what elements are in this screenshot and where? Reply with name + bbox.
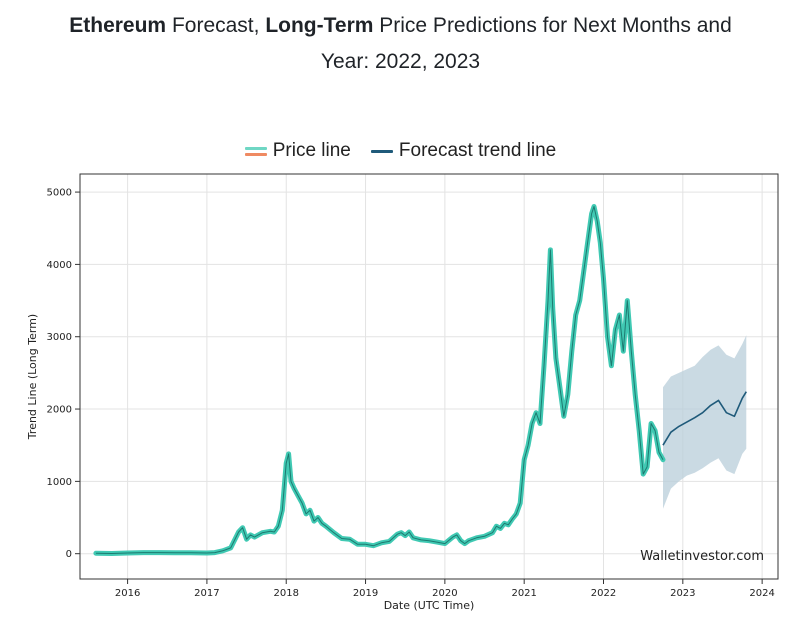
- y-tick-label: 2000: [47, 405, 72, 416]
- x-tick-label: 2024: [749, 588, 774, 599]
- legend-label-price-line: Price line: [272, 140, 351, 161]
- chart-legend: Price line Forecast trend line: [0, 136, 801, 166]
- legend-label-forecast-line: Forecast trend line: [398, 140, 557, 161]
- x-tick-label: 2019: [353, 588, 378, 599]
- forecast-line-swatch: [370, 149, 393, 153]
- chart-series-lines: [93, 204, 747, 556]
- forecast-band-group: [663, 335, 747, 509]
- x-tick-label: 2023: [670, 588, 695, 599]
- x-tick-label: 2021: [511, 588, 536, 599]
- legend-item-price-line: Price line: [244, 140, 351, 162]
- forecast-confidence-band: [663, 335, 747, 509]
- x-axis-ticks: 2016 2017 2018 2019 2020 2021 2022 2023 2024: [115, 579, 775, 599]
- title-text-predictions: Price Predictions for Next Months and: [373, 14, 732, 37]
- x-tick-label: 2020: [432, 588, 457, 599]
- y-tick-label: 4000: [47, 260, 72, 271]
- y-axis-ticks: 0 1000 2000 3000 4000 5000: [47, 188, 80, 560]
- price-line-swatch-bottom: [244, 152, 267, 156]
- y-tick-label: 1000: [47, 477, 72, 488]
- page-title-line-1: Ethereum Forecast, Long-Term Price Predi…: [0, 8, 801, 44]
- price-line: [93, 204, 666, 556]
- page-title-line-2: Year: 2022, 2023: [320, 50, 481, 73]
- plot-frame: [79, 173, 779, 580]
- forecast-trend-line: [662, 391, 747, 446]
- watermark-text: Walletinvestor.com: [640, 549, 764, 564]
- price-line-core: [95, 206, 664, 554]
- y-axis-label: Trend Line (Long Term): [26, 314, 39, 440]
- title-coin-name: Ethereum: [69, 14, 167, 37]
- x-tick-label: 2018: [274, 588, 299, 599]
- y-tick-label: 3000: [47, 332, 72, 343]
- y-tick-label: 5000: [47, 188, 72, 199]
- x-tick-label: 2017: [194, 588, 219, 599]
- page-title: Ethereum Forecast, Long-Term Price Predi…: [0, 8, 801, 80]
- title-long-term: Long-Term: [265, 14, 374, 37]
- price-line-swatch-top: [244, 146, 267, 150]
- x-tick-label: 2022: [591, 588, 616, 599]
- y-tick-label: 0: [66, 549, 72, 560]
- x-axis-label: Date (UTC Time): [384, 599, 475, 612]
- x-tick-label: 2016: [115, 588, 140, 599]
- price-line-swatch: [244, 146, 267, 156]
- title-text-forecast: Forecast,: [166, 14, 266, 37]
- legend-item-forecast-line: Forecast trend line: [370, 140, 557, 162]
